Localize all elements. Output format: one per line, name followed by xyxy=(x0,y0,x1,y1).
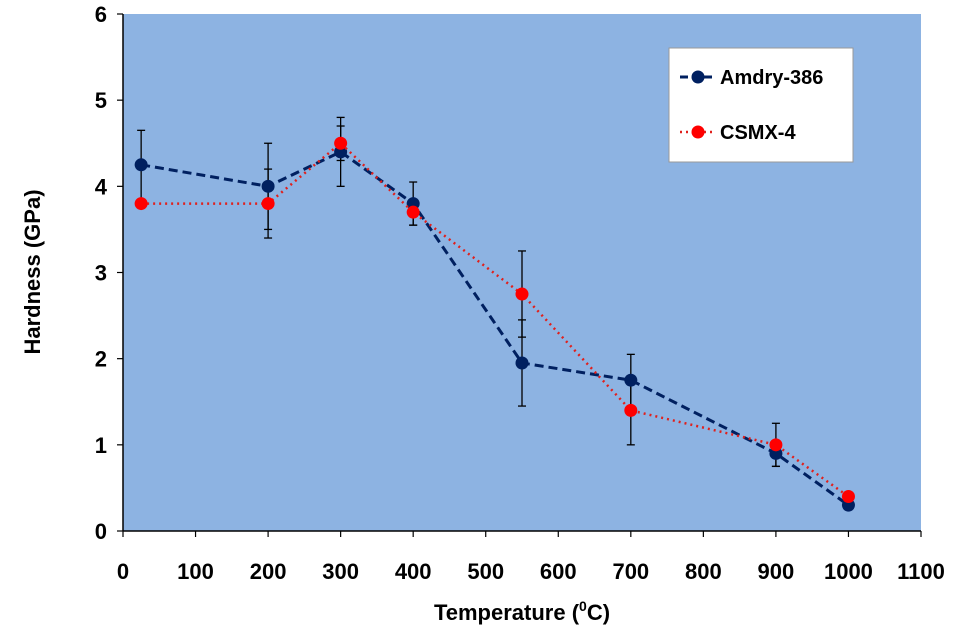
series-csmx-4-line xyxy=(134,136,855,504)
x-tick-label: 200 xyxy=(250,559,287,584)
y-axis-label: Hardness (GPa) xyxy=(20,189,45,354)
x-tick-label: 400 xyxy=(395,559,432,584)
x-tick-label: 300 xyxy=(322,559,359,584)
x-tick-label: 600 xyxy=(540,559,577,584)
legend-marker-csmx xyxy=(691,125,705,139)
data-point xyxy=(769,438,783,452)
data-point xyxy=(134,158,148,172)
y-tick-label: 3 xyxy=(95,261,107,286)
legend-label-amdry: Amdry-386 xyxy=(720,67,823,89)
legend-label-csmx: CSMX-4 xyxy=(720,122,796,144)
x-tick-label: 500 xyxy=(467,559,504,584)
data-point xyxy=(406,205,420,219)
x-tick-label: 1100 xyxy=(897,559,945,584)
x-tick-label: 800 xyxy=(685,559,722,584)
series-line xyxy=(140,150,850,507)
y-tick-label: 6 xyxy=(95,2,107,27)
y-tick-label: 1 xyxy=(95,433,107,458)
x-tick-label: 900 xyxy=(758,559,795,584)
data-point xyxy=(261,197,275,211)
data-point xyxy=(624,373,638,387)
y-tick-label: 2 xyxy=(95,347,107,372)
data-point xyxy=(334,136,348,150)
y-tick-label: 4 xyxy=(95,174,108,199)
data-point xyxy=(841,490,855,504)
data-point xyxy=(134,197,148,211)
x-tick-label: 700 xyxy=(612,559,649,584)
legend-marker-amdry xyxy=(691,70,705,84)
data-point xyxy=(261,179,275,193)
x-axis-label: Temperature (0C) xyxy=(434,598,610,625)
x-tick-label: 0 xyxy=(117,559,129,584)
y-tick-label: 5 xyxy=(95,88,107,113)
data-point xyxy=(624,403,638,417)
data-point xyxy=(515,356,529,370)
x-tick-label: 100 xyxy=(177,559,214,584)
data-point xyxy=(515,287,529,301)
x-tick-label: 1000 xyxy=(824,559,873,584)
legend: Amdry-386 CSMX-4 xyxy=(668,47,854,163)
y-tick-label: 0 xyxy=(95,519,107,544)
